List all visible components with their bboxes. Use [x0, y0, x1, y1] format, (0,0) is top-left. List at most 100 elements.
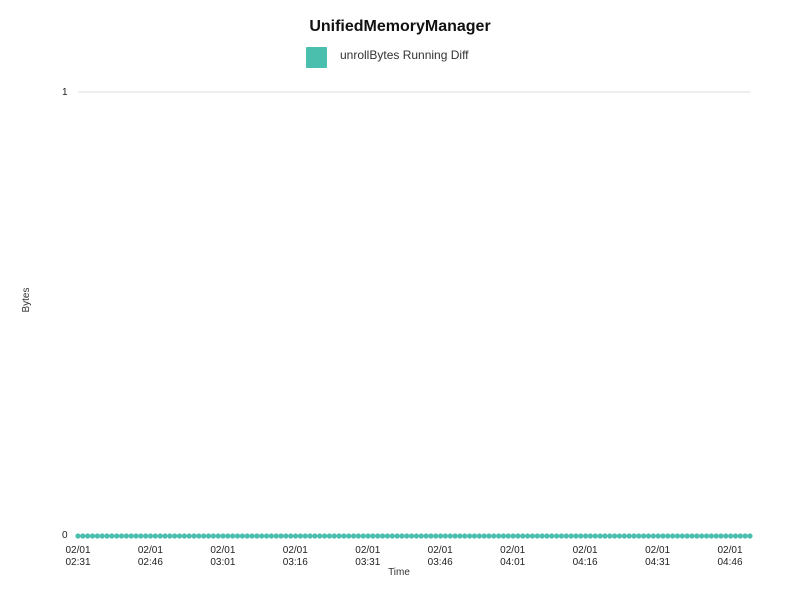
data-point[interactable]: [133, 533, 139, 539]
data-point[interactable]: [312, 533, 318, 539]
data-point[interactable]: [336, 533, 342, 539]
data-point[interactable]: [520, 533, 526, 539]
data-point[interactable]: [244, 533, 250, 539]
data-point[interactable]: [708, 533, 714, 539]
data-point[interactable]: [539, 533, 545, 539]
data-point[interactable]: [723, 533, 729, 539]
data-point[interactable]: [138, 533, 144, 539]
data-point[interactable]: [597, 533, 603, 539]
data-point[interactable]: [172, 533, 178, 539]
data-point[interactable]: [621, 533, 627, 539]
data-point[interactable]: [515, 533, 521, 539]
data-point[interactable]: [259, 533, 265, 539]
data-point[interactable]: [462, 533, 468, 539]
data-point[interactable]: [674, 533, 681, 539]
data-point[interactable]: [713, 533, 719, 539]
data-point[interactable]: [452, 533, 458, 539]
data-point[interactable]: [273, 533, 279, 539]
data-point[interactable]: [413, 533, 420, 539]
data-point[interactable]: [694, 533, 700, 539]
data-point[interactable]: [563, 533, 569, 539]
data-point[interactable]: [578, 533, 584, 539]
data-point[interactable]: [457, 533, 463, 539]
data-point[interactable]: [302, 533, 308, 539]
data-point[interactable]: [437, 533, 444, 539]
data-point[interactable]: [114, 533, 120, 539]
data-point[interactable]: [355, 533, 361, 539]
data-point[interactable]: [558, 533, 565, 539]
data-point[interactable]: [732, 533, 739, 539]
data-point[interactable]: [636, 533, 642, 539]
data-point[interactable]: [544, 533, 550, 539]
data-point[interactable]: [481, 533, 487, 539]
data-point[interactable]: [534, 533, 540, 539]
data-point[interactable]: [587, 533, 594, 539]
data-point[interactable]: [186, 533, 192, 539]
data-point[interactable]: [321, 533, 328, 539]
data-point[interactable]: [75, 533, 81, 539]
legend[interactable]: unrollBytes Running Diff: [306, 47, 469, 68]
data-point[interactable]: [128, 533, 134, 539]
legend-swatch[interactable]: [306, 47, 327, 68]
data-point[interactable]: [234, 533, 241, 539]
data-point[interactable]: [568, 533, 574, 539]
data-point[interactable]: [230, 533, 236, 539]
data-point[interactable]: [650, 533, 656, 539]
data-point[interactable]: [747, 533, 753, 539]
data-point[interactable]: [525, 533, 531, 539]
data-point[interactable]: [699, 533, 705, 539]
data-point[interactable]: [418, 533, 424, 539]
data-point[interactable]: [379, 533, 386, 539]
data-point[interactable]: [365, 533, 371, 539]
data-point[interactable]: [283, 533, 289, 539]
data-point[interactable]: [607, 533, 613, 539]
data-point[interactable]: [89, 533, 96, 539]
data-point[interactable]: [631, 533, 637, 539]
data-point[interactable]: [404, 533, 410, 539]
data-point[interactable]: [370, 533, 376, 539]
data-point[interactable]: [549, 533, 555, 539]
data-point[interactable]: [703, 533, 710, 539]
data-point[interactable]: [491, 533, 497, 539]
data-point[interactable]: [292, 533, 299, 539]
data-point[interactable]: [394, 533, 400, 539]
data-point[interactable]: [249, 533, 255, 539]
data-point[interactable]: [592, 533, 598, 539]
data-point[interactable]: [350, 533, 357, 539]
data-point[interactable]: [123, 533, 129, 539]
data-point[interactable]: [641, 533, 647, 539]
data-point[interactable]: [162, 533, 168, 539]
data-point[interactable]: [742, 533, 748, 539]
data-point[interactable]: [210, 533, 216, 539]
data-point[interactable]: [220, 533, 226, 539]
data-point[interactable]: [486, 533, 492, 539]
data-point[interactable]: [317, 533, 323, 539]
data-point[interactable]: [665, 533, 671, 539]
data-point[interactable]: [80, 533, 86, 539]
data-point[interactable]: [728, 533, 734, 539]
data-point[interactable]: [554, 533, 560, 539]
data-point[interactable]: [215, 533, 221, 539]
data-point[interactable]: [109, 533, 115, 539]
data-point[interactable]: [360, 533, 366, 539]
data-point[interactable]: [496, 533, 502, 539]
data-point[interactable]: [433, 533, 439, 539]
data-point[interactable]: [225, 533, 231, 539]
data-point[interactable]: [196, 533, 202, 539]
data-point[interactable]: [428, 533, 434, 539]
data-point[interactable]: [612, 533, 618, 539]
data-point[interactable]: [655, 533, 661, 539]
data-point[interactable]: [389, 533, 395, 539]
data-point[interactable]: [181, 533, 187, 539]
data-point[interactable]: [239, 533, 245, 539]
data-point[interactable]: [645, 533, 652, 539]
data-point[interactable]: [346, 533, 352, 539]
data-point[interactable]: [467, 533, 473, 539]
data-point[interactable]: [143, 533, 149, 539]
data-point[interactable]: [326, 533, 332, 539]
data-point[interactable]: [737, 533, 743, 539]
data-point[interactable]: [205, 533, 212, 539]
data-point[interactable]: [583, 533, 589, 539]
data-point[interactable]: [167, 533, 173, 539]
data-point[interactable]: [442, 533, 449, 539]
